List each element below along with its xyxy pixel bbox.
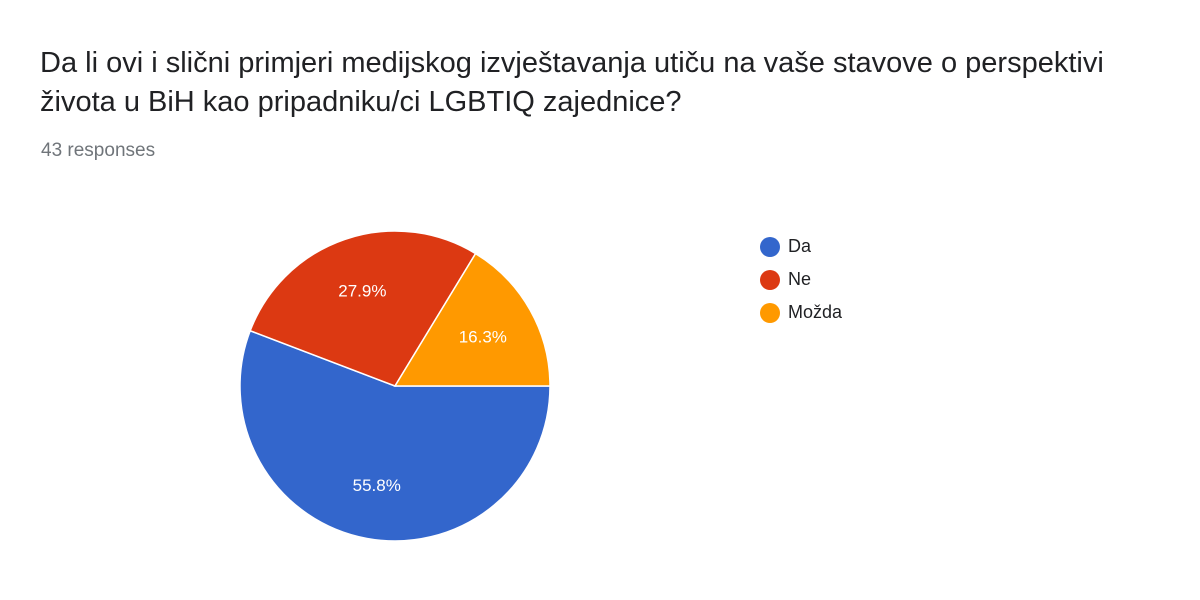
legend-swatch-mozda	[760, 302, 780, 323]
legend-label-da: Da	[788, 236, 812, 256]
pie-slice-mozda[interactable]	[393, 252, 551, 387]
response-count: 43 responses	[41, 140, 156, 161]
chart-title: Da li ovi i slični primjeri medijskog iz…	[40, 47, 1104, 118]
legend-item-ne[interactable]: Ne	[760, 263, 842, 296]
legend-label-ne: Ne	[788, 269, 812, 289]
legend-swatch-da	[760, 236, 780, 257]
slice-label-da: 55.8%	[353, 476, 401, 495]
pie-slice-ne[interactable]	[249, 230, 477, 387]
slice-label-mozda: 16.3%	[459, 328, 507, 347]
legend-item-da[interactable]: Da	[760, 230, 842, 263]
legend: Da Ne Možda	[760, 230, 842, 329]
slice-label-ne: 27.9%	[338, 282, 386, 301]
legend-item-mozda[interactable]: Možda	[760, 296, 842, 329]
pie-slice-da[interactable]	[239, 329, 551, 542]
legend-swatch-ne	[760, 269, 780, 290]
legend-label-mozda: Možda	[788, 302, 843, 322]
